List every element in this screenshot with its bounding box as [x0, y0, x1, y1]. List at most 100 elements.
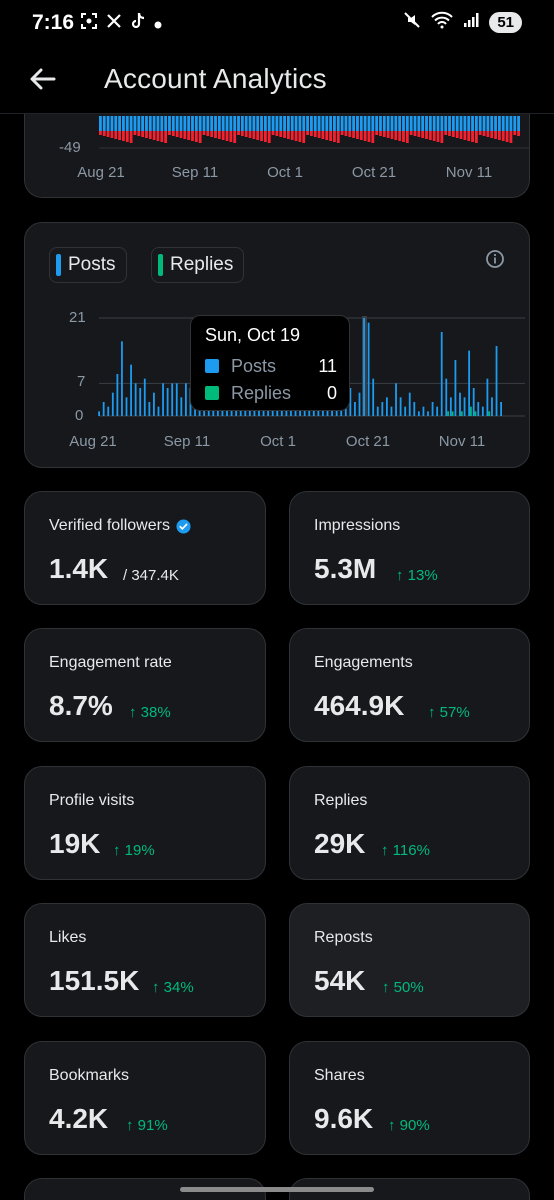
metric-card-reposts[interactable]: Reposts 54K ↑ 50% — [289, 903, 530, 1017]
metric-value: 5.3M — [314, 553, 376, 585]
posts-bar — [482, 407, 484, 416]
negative-bar — [452, 131, 455, 137]
negative-bar — [322, 131, 325, 139]
tooltip-date: Sun, Oct 19 — [205, 325, 300, 346]
negative-bar — [387, 131, 390, 138]
negative-bar — [122, 131, 125, 141]
replies-bar — [447, 411, 449, 416]
negative-bar — [406, 131, 409, 143]
posts-bar — [432, 402, 434, 416]
positive-bar — [256, 116, 259, 131]
negative-bar — [486, 131, 489, 137]
notification-icons — [80, 12, 162, 35]
metric-card-verified-followers[interactable]: Verified followers 1.4K / 347.4K — [24, 491, 266, 605]
positive-bar — [502, 116, 505, 131]
negative-bar — [368, 131, 371, 142]
posts-bar — [135, 383, 137, 416]
positive-bar — [268, 116, 271, 131]
positive-bar — [118, 116, 121, 131]
negative-bar — [310, 131, 313, 136]
posts-color-square — [205, 359, 219, 373]
negative-bar — [456, 131, 459, 138]
negative-bar — [195, 131, 198, 142]
home-indicator[interactable] — [180, 1187, 374, 1192]
metric-card-impressions[interactable]: Impressions 5.3M ↑ 13% — [289, 491, 530, 605]
posts-bar — [162, 383, 164, 416]
posts-bar — [381, 402, 383, 416]
metric-value: 54K — [314, 965, 365, 997]
negative-bar — [275, 131, 278, 136]
positive-bar — [352, 116, 355, 131]
negative-bar — [494, 131, 497, 139]
battery-indicator: 51 — [489, 12, 522, 33]
positive-bar — [291, 116, 294, 131]
positive-bar — [433, 116, 436, 131]
x-tick-label: Aug 21 — [77, 164, 125, 181]
dot-icon — [154, 14, 162, 34]
posts-bar — [116, 374, 118, 416]
positive-bar — [398, 116, 401, 131]
metric-card-shares[interactable]: Shares 9.6K ↑ 90% — [289, 1041, 530, 1155]
positive-bar — [375, 116, 378, 131]
metric-label-text: Verified followers — [49, 517, 170, 535]
negative-bar — [318, 131, 321, 138]
metric-card-engagement-rate[interactable]: Engagement rate 8.7% ↑ 38% — [24, 628, 266, 742]
posts-bar — [455, 360, 457, 416]
negative-bar — [410, 131, 413, 135]
negative-bar — [490, 131, 493, 138]
metric-card-likes[interactable]: Likes 151.5K ↑ 34% — [24, 903, 266, 1017]
negative-bar — [214, 131, 217, 138]
metric-card-engagements[interactable]: Engagements 464.9K ↑ 57% — [289, 628, 530, 742]
x-axis-labels: Aug 21 Sep 11 Oct 1 Oct 21 Nov 11 — [25, 164, 530, 184]
positive-bar — [183, 116, 186, 131]
positive-bar — [337, 116, 340, 131]
metric-value: 9.6K — [314, 1103, 373, 1135]
mute-icon — [403, 11, 421, 33]
posts-bar — [107, 407, 109, 416]
positive-bar — [448, 116, 451, 131]
positive-bar — [264, 116, 267, 131]
page-title: Account Analytics — [104, 63, 327, 95]
posts-bar — [418, 411, 420, 416]
metric-value: 8.7% — [49, 690, 113, 722]
positive-bar — [456, 116, 459, 131]
negative-bar — [172, 131, 175, 136]
positive-bar — [126, 116, 129, 131]
positive-bar — [199, 116, 202, 131]
positive-bar — [348, 116, 351, 131]
posts-bar — [363, 318, 365, 416]
negative-bar — [479, 131, 482, 135]
tiktok-icon — [130, 12, 146, 35]
positive-bar — [302, 116, 305, 131]
posts-bar — [413, 402, 415, 416]
replies-bar — [488, 411, 490, 416]
metric-change: ↑ 38% — [129, 704, 171, 721]
followers-chart-card: -49 Aug 21 Sep 11 Oct 1 Oct 21 Nov 11 — [24, 100, 530, 198]
negative-bar — [191, 131, 194, 141]
positive-bar — [429, 116, 432, 131]
negative-bar — [375, 131, 378, 135]
posts-bar — [148, 402, 150, 416]
negative-bar — [218, 131, 221, 139]
positive-bar — [356, 116, 359, 131]
metric-card-replies[interactable]: Replies 29K ↑ 116% — [289, 766, 530, 880]
x-tick-label: Oct 1 — [260, 433, 296, 450]
verified-badge-icon — [176, 519, 191, 534]
positive-bar — [406, 116, 409, 131]
metric-card-profile-visits[interactable]: Profile visits 19K ↑ 19% — [24, 766, 266, 880]
posts-bar — [464, 397, 466, 416]
metric-value: 1.4K — [49, 553, 108, 585]
x-tick-label: Sep 11 — [164, 433, 210, 450]
back-button[interactable] — [28, 64, 58, 94]
negative-bar — [502, 131, 505, 141]
negative-bar — [180, 131, 183, 138]
negative-bar — [111, 131, 114, 138]
metric-card-bookmarks[interactable]: Bookmarks 4.2K ↑ 91% — [24, 1041, 266, 1155]
replies-bar — [470, 407, 472, 416]
positive-bar — [275, 116, 278, 131]
posts-bar — [496, 346, 498, 416]
metric-label: Profile visits — [49, 792, 134, 810]
posts-bar — [477, 402, 479, 416]
positive-bar — [249, 116, 252, 131]
metric-change: ↑ 90% — [388, 1117, 430, 1134]
